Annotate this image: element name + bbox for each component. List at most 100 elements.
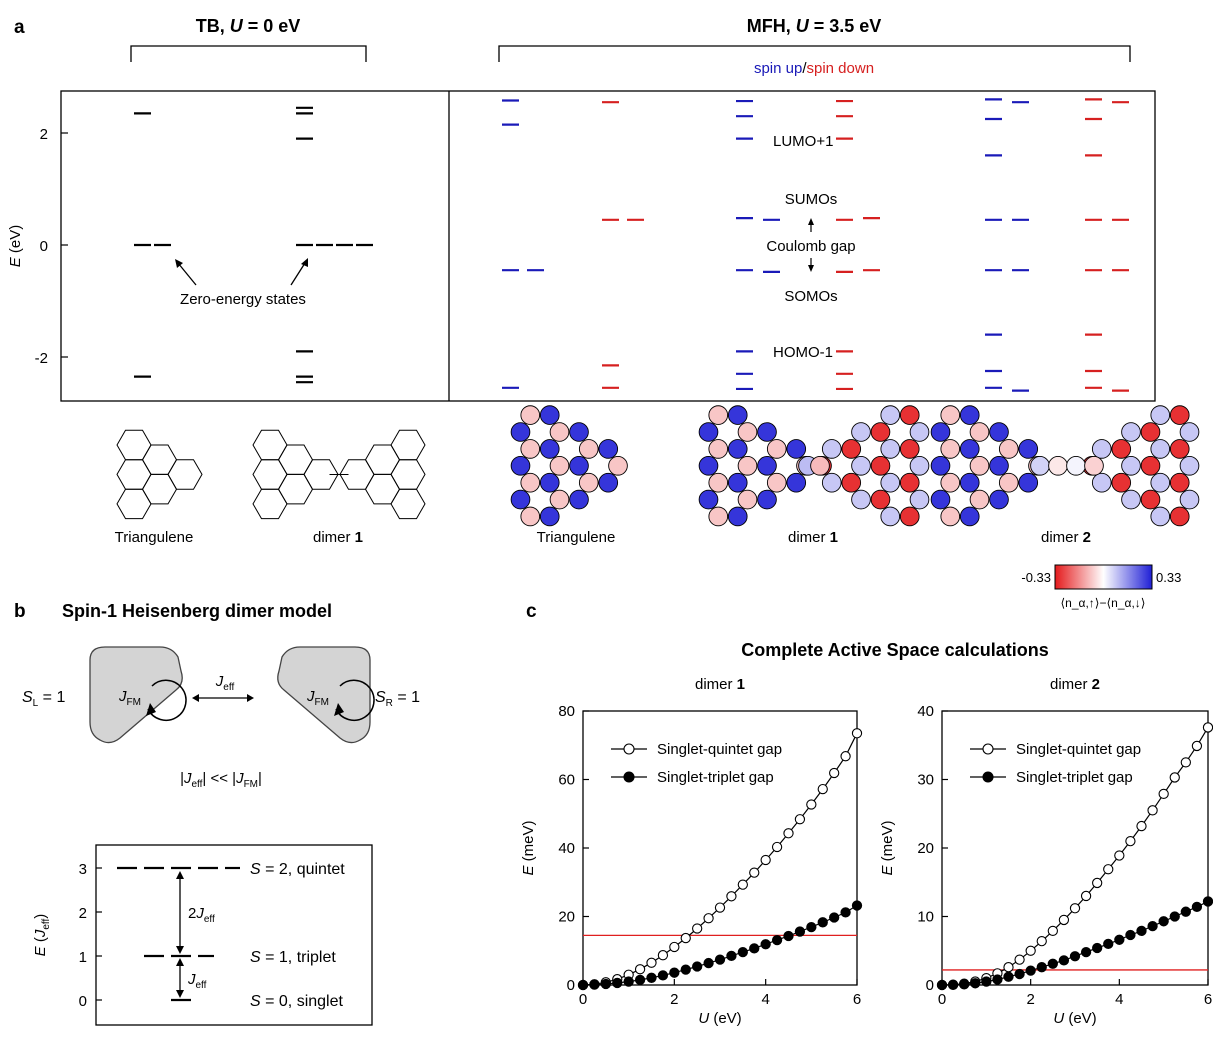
ytick-label: 3 xyxy=(79,861,87,878)
mfh-bracket xyxy=(498,45,1131,62)
atom-spin-site xyxy=(1169,506,1190,527)
atom-spin-site xyxy=(1111,439,1132,459)
data-point xyxy=(1047,958,1058,969)
data-point xyxy=(1114,850,1125,861)
atom-spin-site xyxy=(1150,439,1171,459)
hexagon-ring xyxy=(277,444,314,475)
legend-marker xyxy=(623,771,635,783)
atom-spin-site xyxy=(909,422,930,442)
atom-spin-site xyxy=(549,455,570,476)
x-tick-label: 4 xyxy=(1115,991,1123,1008)
data-point xyxy=(1147,920,1158,932)
data-point xyxy=(794,926,806,937)
triangulene-structure-tb xyxy=(116,429,203,520)
atom-spin-site xyxy=(1121,422,1141,442)
atom-spin-site xyxy=(737,489,758,510)
hexagon-ring xyxy=(390,459,426,490)
panel-c-title: Complete Active Space calculations xyxy=(741,640,1048,660)
cas-chart-dimer2: dimer 2 0 2 4 6 0 10 20 30 40 U (eV) E (meV) Singlet… xyxy=(879,676,1213,1027)
data-point xyxy=(577,979,589,991)
data-point xyxy=(657,970,669,981)
x-tick-label: 2 xyxy=(1026,991,1034,1008)
right-triangle-shape xyxy=(277,646,371,744)
arrow-head xyxy=(176,958,184,966)
atom-spin-site xyxy=(520,439,541,459)
atom-spin-site xyxy=(539,506,560,527)
atom-spin-site xyxy=(757,455,777,476)
data-point xyxy=(657,950,669,961)
zero-energy-arrow xyxy=(177,262,197,286)
atom-spin-site xyxy=(766,439,787,459)
data-point xyxy=(646,957,657,968)
atom-spin-site xyxy=(520,506,541,527)
hexagon-ring xyxy=(252,459,288,490)
y-axis-label: E (meV) xyxy=(520,820,537,875)
data-point xyxy=(1014,968,1025,980)
data-point xyxy=(680,964,691,975)
atom-spin-site xyxy=(909,489,930,510)
atom-spin-site xyxy=(940,472,961,493)
data-point xyxy=(737,879,748,890)
legend-marker xyxy=(982,771,994,783)
somos-label: SOMOs xyxy=(784,288,837,305)
y-tick-label: 0 xyxy=(567,977,575,994)
data-point xyxy=(680,932,691,944)
spin-ladder-frame xyxy=(95,844,373,1026)
y-tick-label: 20 xyxy=(917,840,934,857)
atom-spin-site xyxy=(766,472,787,493)
atom-spin-site xyxy=(909,455,930,476)
atom-spin-site xyxy=(899,439,920,459)
data-point xyxy=(829,912,840,923)
y-tick-label: 80 xyxy=(558,703,575,720)
singlet-label: S = 0, singlet xyxy=(250,993,344,1010)
atom-spin-site xyxy=(786,472,807,493)
hexagon-ring xyxy=(303,459,339,490)
atom-spin-site xyxy=(821,472,842,493)
data-point xyxy=(947,979,959,991)
ladder-axis-label: E (Jeff) xyxy=(32,914,52,957)
data-point xyxy=(1202,896,1213,907)
triplet-label: S = 1, triplet xyxy=(250,949,336,966)
spin-legend: spin up/spin down xyxy=(754,60,874,77)
atom-spin-site xyxy=(727,405,748,425)
hexagon-ring xyxy=(390,488,426,520)
gap-jeff-label: Jeff xyxy=(187,971,207,991)
data-point xyxy=(806,921,817,933)
data-point xyxy=(817,783,828,795)
hexagon-ring xyxy=(390,429,426,461)
atom-spin-site xyxy=(757,489,777,510)
data-point xyxy=(600,978,611,990)
atom-spin-site xyxy=(1179,422,1200,442)
atom-spin-site xyxy=(1179,489,1200,510)
atom-spin-site xyxy=(998,439,1019,459)
data-point xyxy=(749,943,760,954)
data-point xyxy=(669,941,680,953)
x-tick-label: 0 xyxy=(579,991,587,1008)
data-point xyxy=(1069,903,1081,914)
spin-density-maps xyxy=(510,405,1200,527)
rotation-arrow-left xyxy=(147,679,187,722)
atom-spin-site xyxy=(539,439,560,459)
jeff-coupling: Jeff xyxy=(215,673,235,693)
data-point xyxy=(760,939,771,950)
ytick-label: 2 xyxy=(79,905,87,922)
y-tick-label: 10 xyxy=(917,909,934,926)
atom-spin-site xyxy=(1169,439,1190,459)
x-tick-label: 0 xyxy=(938,991,946,1008)
zero-energy-arrow xyxy=(290,262,306,286)
arrow-head xyxy=(334,703,344,716)
data-point xyxy=(1036,962,1047,973)
atom-spin-site xyxy=(899,472,920,493)
dimer1-structure-tb xyxy=(252,429,426,520)
data-point xyxy=(749,867,760,878)
hexagon-ring xyxy=(252,429,288,461)
data-point xyxy=(737,946,748,958)
data-point xyxy=(634,964,646,975)
quintet-label: S = 2, quintet xyxy=(250,861,345,878)
hexagon-ring xyxy=(116,488,152,520)
atom-spin-site xyxy=(959,439,980,459)
atom-spin-site xyxy=(880,439,901,459)
x-axis-label: U (eV) xyxy=(1053,1010,1096,1027)
data-point xyxy=(936,979,948,991)
